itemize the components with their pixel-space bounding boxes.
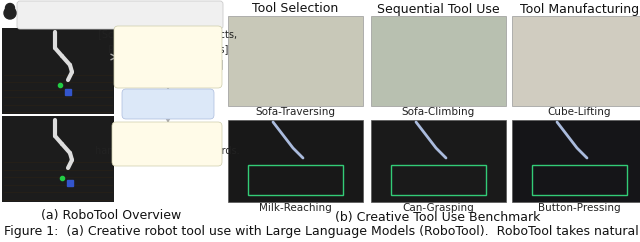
Text: Figure 1:  (a) Creative robot tool use with Large Language Models (RoboTool).  R: Figure 1: (a) Creative robot tool use wi…	[4, 225, 639, 237]
Text: Cube-Lifting: Cube-Lifting	[548, 107, 611, 117]
FancyBboxPatch shape	[228, 120, 363, 202]
FancyBboxPatch shape	[2, 116, 114, 202]
Text: Executable Code: Use
hammer to drag mill inwards.: Executable Code: Use hammer to drag mill…	[95, 132, 239, 156]
FancyBboxPatch shape	[228, 16, 363, 106]
Text: Sofa-Traversing: Sofa-Traversing	[255, 107, 335, 117]
Text: Milk-Reaching: Milk-Reaching	[259, 203, 332, 213]
FancyBboxPatch shape	[112, 122, 222, 166]
FancyBboxPatch shape	[371, 16, 506, 106]
FancyBboxPatch shape	[114, 26, 222, 88]
Text: (a) RoboTool Overview: (a) RoboTool Overview	[41, 209, 181, 221]
FancyBboxPatch shape	[512, 16, 640, 106]
Text: Grasp the milk carton.: Grasp the milk carton.	[50, 9, 190, 22]
Circle shape	[4, 7, 16, 19]
Text: Tool Selection: Tool Selection	[252, 2, 339, 15]
Circle shape	[6, 3, 15, 13]
Text: Can-Grasping: Can-Grasping	[403, 203, 474, 213]
FancyBboxPatch shape	[2, 28, 114, 114]
Text: Button-Pressing: Button-Pressing	[538, 203, 621, 213]
Text: Sofa-Climbing: Sofa-Climbing	[402, 107, 475, 117]
FancyBboxPatch shape	[512, 120, 640, 202]
FancyBboxPatch shape	[17, 1, 223, 29]
FancyBboxPatch shape	[122, 89, 214, 119]
Text: RoboTool: RoboTool	[132, 97, 204, 111]
Text: [Scene Description: Objects,
Positions, Sizes, Shapes]
[Constraints to Follow]
[: [Scene Description: Objects, Positions, …	[99, 30, 237, 83]
Text: (b) Creative Tool Use Benchmark: (b) Creative Tool Use Benchmark	[335, 212, 540, 225]
Text: Sequential Tool Use: Sequential Tool Use	[377, 2, 500, 15]
Text: Tool Manufacturing: Tool Manufacturing	[520, 2, 639, 15]
FancyBboxPatch shape	[371, 120, 506, 202]
